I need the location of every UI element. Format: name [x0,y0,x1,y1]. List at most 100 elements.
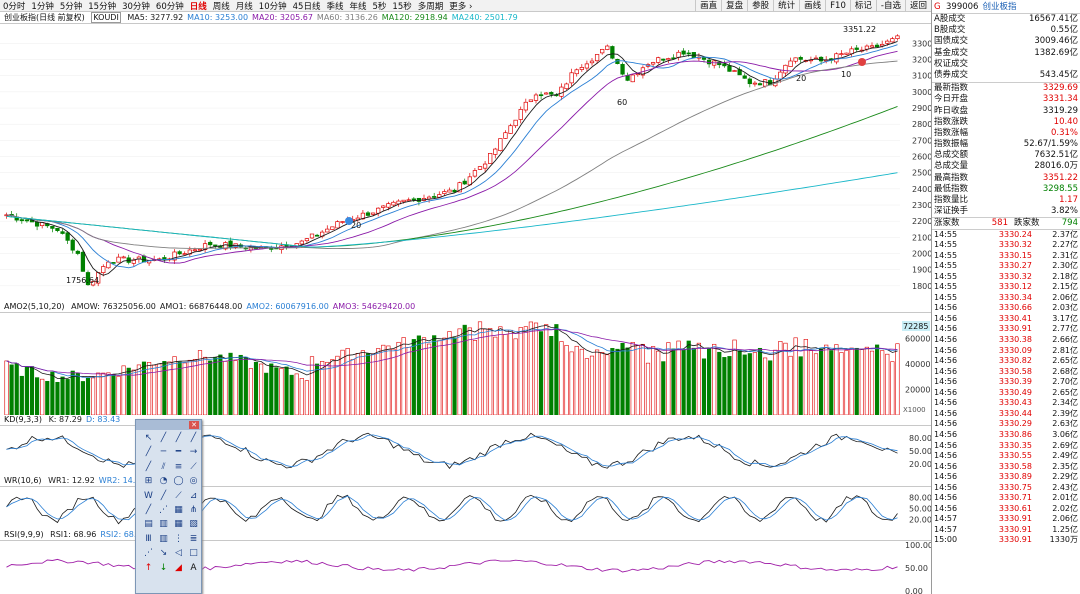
stat-label: 最高指数 [934,172,969,183]
candle-body [488,153,493,164]
arrowline-tool-icon[interactable]: → [189,447,198,458]
main-indicator[interactable]: KOUDI [91,12,121,23]
volume-bar [131,369,136,416]
price-tool-icon[interactable]: ≡ [174,461,183,472]
trend-tool-icon[interactable]: ⟋ [190,461,197,472]
line-tool-icon[interactable]: ╱ [160,433,167,443]
tick-row: 14:56 3330.44 2.39亿 [932,409,1080,420]
period-tab[interactable]: 周线 [212,1,230,12]
fan-tool-icon[interactable]: ⋰ [159,504,168,515]
tick-list[interactable]: 14:55 3330.24 2.37亿 14:55 3330.32 2.27亿 14:55 3… [932,230,1080,546]
uparrow-tool-icon[interactable]: ↑ [144,562,153,573]
stat-value: 3009.46亿 [1034,36,1078,47]
vline-tool-icon[interactable]: ━ [175,447,182,458]
box-tool-icon[interactable]: ▥ [159,519,168,530]
toolbar-button[interactable]: 画线 [799,0,825,12]
tick-time: 14:56 [934,419,958,429]
period-tab[interactable]: 60分钟 [155,1,184,12]
zigzag-tool-icon[interactable]: ╱ [160,490,167,501]
grid-tool-icon[interactable]: ▦ [174,504,183,515]
period-tab[interactable]: 月线 [235,1,253,12]
ellipse-tool-icon[interactable]: ◎ [189,476,198,487]
toolbar-button[interactable]: 复盘 [721,0,747,12]
toolbar-button[interactable]: 返回 [904,0,931,12]
arrowdn-tool-icon[interactable]: ↘ [159,548,168,559]
toolbar-button[interactable]: F10 [825,0,850,12]
candle-body [742,75,747,79]
cycle-tool-icon[interactable]: ◔ [159,476,168,487]
toolbar-button[interactable]: 参股 [747,0,773,12]
segment-tool-icon[interactable]: ╱ [190,433,197,443]
gann-tool-icon[interactable]: ⊿ [189,490,198,501]
circle-tool-icon[interactable]: ◯ [173,476,184,487]
candle-body [70,239,75,251]
arrow-tool-icon[interactable]: ↖ [144,433,153,443]
toolbar-button[interactable]: 画直 [695,0,721,12]
volume-bar [569,351,574,416]
triangle-tool-icon[interactable]: ◁ [175,548,182,559]
period-tab[interactable]: 5分钟 [59,1,83,12]
volume-chart[interactable]: 60000 40000 20000 72285 X1000 [0,313,931,416]
volume-bar [656,350,661,416]
stat-label: 债券成交 [934,69,969,80]
downarrow-tool-icon[interactable]: ↓ [159,562,168,573]
candlestick-chart[interactable]: 3300 3200 3100 3000 2900 2800 2700 2600 2500 2400… [0,24,932,302]
dashline-tool-icon[interactable]: ─ [160,447,167,458]
period-tab[interactable]: 30分钟 [122,1,150,12]
rect-tool-icon[interactable]: □ [189,548,198,559]
period-tab[interactable]: 季线 [326,1,344,12]
marker-tool-icon[interactable]: ◢ [175,562,182,573]
text-tool-icon[interactable]: A [190,562,197,573]
channel-tool-icon[interactable]: ⫽ [161,461,166,472]
polygon-tool-icon[interactable]: ╱ [145,504,152,515]
ray-tool-icon[interactable]: ╱ [175,433,182,443]
wave-tool-icon[interactable]: W [144,490,153,501]
stair-tool-icon[interactable]: ▦ [174,519,183,530]
period-tab[interactable]: 0分时 [3,1,26,12]
volume-bar [335,355,340,416]
volume-bar [386,345,391,416]
toolbar-button[interactable]: 标记 [849,0,876,12]
volume-bar [610,348,615,416]
volume-bar [554,324,559,416]
fib-tool-icon[interactable]: ⊞ [144,476,153,487]
period-tab[interactable]: 10分钟 [258,1,287,12]
speedline-tool-icon[interactable]: ⟋ [175,490,182,501]
toolbar-button[interactable]: 统计 [773,0,799,12]
close-icon[interactable]: ✕ [189,421,199,429]
period-tab[interactable]: 15分钟 [88,1,117,12]
indicator-value: MA20: 3205.67 [252,13,313,22]
period-tab[interactable]: 年线 [349,1,367,12]
period-tab[interactable]: 15秒 [392,1,412,12]
tick-price: 3330.61 [998,503,1032,513]
flag-tool-icon[interactable]: ⋰ [144,548,153,559]
period-tab[interactable]: 1分钟 [31,1,54,12]
period-tab[interactable]: 日线 [189,1,207,12]
hbars-tool-icon[interactable]: ≣ [189,533,198,544]
volume-pane[interactable]: 60000 40000 20000 72285 X1000 [0,312,931,416]
candle-body [538,94,544,97]
period-tool-icon[interactable]: ⋮ [174,533,183,544]
palette-titlebar[interactable]: ✕ [136,420,201,430]
vbars-tool-icon[interactable]: Ⅲ [145,533,152,544]
pitchfork-tool-icon[interactable]: ⋔ [189,504,198,515]
bars-tool-icon[interactable]: ▤ [144,519,153,530]
price-pane[interactable]: 3300 3200 3100 3000 2900 2800 2700 2600 2500 2400… [0,23,932,302]
tick-price: 3330.41 [998,313,1032,323]
hline-tool-icon[interactable]: ╱ [145,447,152,458]
toolbar-button[interactable]: -自选 [875,0,905,12]
period-tab[interactable]: 多周期 [417,1,444,12]
period-tab[interactable]: 45日线 [292,1,321,12]
period-tab[interactable]: 5秒 [372,1,387,12]
stat-label: 深证换手 [934,206,969,217]
parallel-tool-icon[interactable]: ╱ [145,461,152,472]
multi-tool-icon[interactable]: ▧ [189,519,198,530]
volume-bar [712,343,717,416]
barcode-tool-icon[interactable]: ▥ [159,533,168,544]
volume-bar [345,348,350,416]
candle-body [365,212,371,216]
oscillator-tick-label: 50.00 [909,447,931,456]
period-tab[interactable]: 更多 › [449,1,473,12]
drawing-tool-palette[interactable]: ✕ ↖ ╱ ╱ ╱ ╱ ─ ━ → ╱ ⫽ ≡ ⟋ ⊞ ◔ ◯ ◎ W ╱ ⟋ ⊿ ╱ ⋰ ▦ ⋔ ▤ ▥ ▦ ▧ Ⅲ ▥ ⋮ ≣ ⋰ ↘ ◁ □ ↑ ↓… [135,419,202,594]
